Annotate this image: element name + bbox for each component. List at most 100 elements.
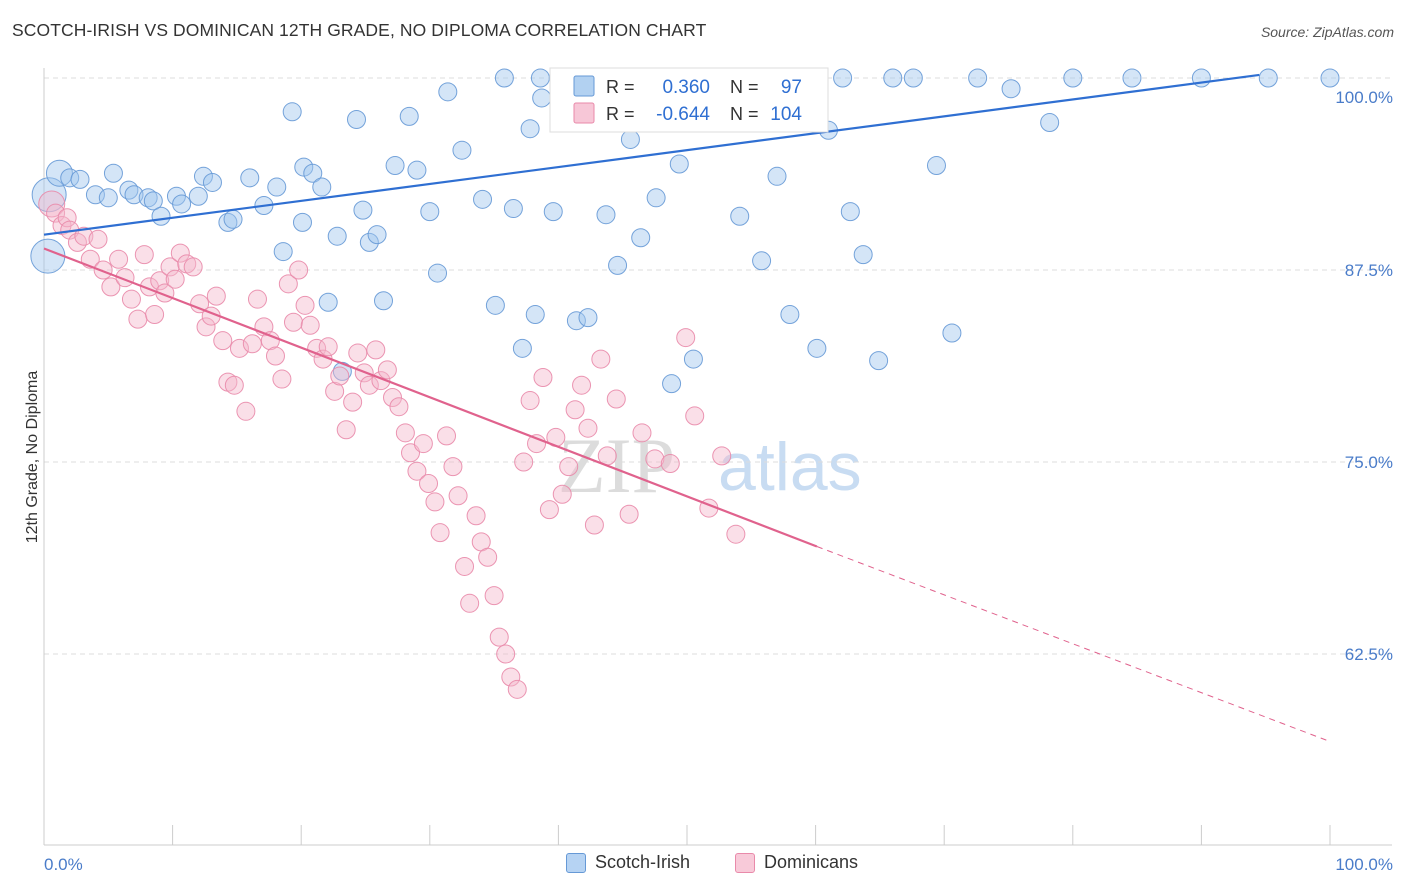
dominicans-point xyxy=(572,375,592,395)
dominicans-point xyxy=(533,368,553,388)
legend-item-scotch-irish[interactable]: Scotch-Irish xyxy=(566,852,690,873)
scotch-irish-point xyxy=(367,225,387,245)
scotch-irish-point xyxy=(318,292,338,312)
scotch-irish-point xyxy=(399,106,419,126)
scotch-irish-point xyxy=(833,68,853,88)
scotch-irish-point xyxy=(853,245,873,265)
dominicans-point xyxy=(383,387,403,407)
stats-n-label-1: N = xyxy=(730,77,759,97)
stats-n-value-2: 104 xyxy=(770,104,802,125)
dominicans-point xyxy=(229,338,249,358)
dominicans-points xyxy=(38,190,746,699)
scotch-irish-point xyxy=(903,68,923,88)
scotch-irish-point xyxy=(669,154,689,174)
dominicans-point xyxy=(460,593,480,613)
scotch-irish-point xyxy=(385,156,405,176)
dominicans-point xyxy=(325,381,345,401)
scotch-irish-point xyxy=(840,202,860,222)
dominicans-point xyxy=(295,295,315,315)
dominicans-point xyxy=(121,289,141,309)
scotch-irish-point xyxy=(327,226,347,246)
dominicans-point xyxy=(407,461,427,481)
legend-swatch-scotch-irish xyxy=(566,852,586,873)
dominicans-point xyxy=(507,679,527,699)
scotch-irish-point xyxy=(752,251,772,271)
dominicans-point xyxy=(389,397,409,417)
dominicans-point xyxy=(150,271,170,291)
scotch-irish-trend-line xyxy=(43,73,1260,236)
scotch-irish-point xyxy=(646,188,666,208)
dominicans-point xyxy=(478,547,498,567)
dominicans-point xyxy=(501,667,521,687)
scotch-irish-point xyxy=(202,172,222,192)
scotch-irish-point xyxy=(520,119,540,139)
watermark: ZIP atlas xyxy=(558,422,862,509)
dominicans-point xyxy=(330,366,350,386)
scotch-irish-point xyxy=(292,212,312,232)
scotch-irish-point xyxy=(485,295,505,315)
scotch-irish-point xyxy=(869,351,889,371)
dominicans-trend-line xyxy=(43,247,818,548)
stats-swatch-dominicans xyxy=(573,102,595,124)
stats-swatch-scotch-irish xyxy=(573,75,595,97)
dominicans-point xyxy=(496,644,516,664)
dominicans-trend-extension xyxy=(816,546,1331,743)
scotch-irish-point xyxy=(807,338,827,358)
scotch-irish-point xyxy=(608,255,628,275)
x-tick-label-min: 0.0% xyxy=(44,855,83,874)
scotch-irish-point xyxy=(138,188,158,208)
dominicans-point xyxy=(437,426,457,446)
dominicans-point xyxy=(183,257,203,277)
dominicans-point xyxy=(247,289,267,309)
scotch-irish-point xyxy=(525,305,545,325)
scotch-irish-point xyxy=(172,194,192,214)
scotch-irish-point xyxy=(223,209,243,229)
scotch-irish-point xyxy=(530,68,550,88)
scotch-irish-point xyxy=(103,163,123,183)
scotch-irish-point xyxy=(503,199,523,219)
dominicans-point xyxy=(265,346,285,366)
dominicans-point xyxy=(443,457,463,477)
dominicans-point xyxy=(359,375,379,395)
dominicans-point xyxy=(343,392,363,412)
scotch-irish-point xyxy=(407,160,427,180)
stats-r-label-1: R = xyxy=(606,77,635,97)
scotch-irish-point xyxy=(683,349,703,369)
scotch-irish-point xyxy=(1258,68,1278,88)
scotch-irish-point xyxy=(267,177,287,197)
dominicans-point xyxy=(38,190,66,218)
legend-label-dominicans: Dominicans xyxy=(764,852,859,872)
gridlines xyxy=(44,77,1392,655)
scotch-irish-point xyxy=(303,163,323,183)
bottom-legend: Scotch-Irish Dominicans xyxy=(0,852,1406,878)
dominicans-point xyxy=(278,274,298,294)
scotch-irish-point xyxy=(282,102,302,122)
dominicans-point xyxy=(430,523,450,543)
dominicans-point xyxy=(514,452,534,472)
scotch-irish-point xyxy=(1320,68,1340,88)
scotch-irish-point xyxy=(188,186,208,206)
dominicans-point xyxy=(413,434,433,454)
dominicans-point xyxy=(289,260,309,280)
y-tick-label: 100.0% xyxy=(1335,88,1393,107)
scotch-irish-point xyxy=(1001,79,1021,99)
dominicans-point xyxy=(300,315,320,335)
y-tick-label: 87.5% xyxy=(1345,261,1393,280)
dominicans-point xyxy=(318,337,338,357)
scotch-irish-point xyxy=(353,200,373,220)
scotch-irish-point xyxy=(473,189,493,209)
dominicans-point xyxy=(559,457,579,477)
dominicans-point xyxy=(578,418,598,438)
dominicans-point xyxy=(712,446,732,466)
scotch-irish-point xyxy=(767,166,787,186)
scotch-irish-point xyxy=(512,338,532,358)
stats-n-label-2: N = xyxy=(730,104,759,124)
legend-item-dominicans[interactable]: Dominicans xyxy=(735,852,858,873)
stats-r-label-2: R = xyxy=(606,104,635,124)
dominicans-point xyxy=(632,423,652,443)
dominicans-point xyxy=(224,375,244,395)
scotch-irish-point xyxy=(942,323,962,343)
dominicans-point xyxy=(448,486,468,506)
scotch-irish-point xyxy=(566,311,586,331)
x-tick-label-max: 100.0% xyxy=(1335,855,1393,874)
